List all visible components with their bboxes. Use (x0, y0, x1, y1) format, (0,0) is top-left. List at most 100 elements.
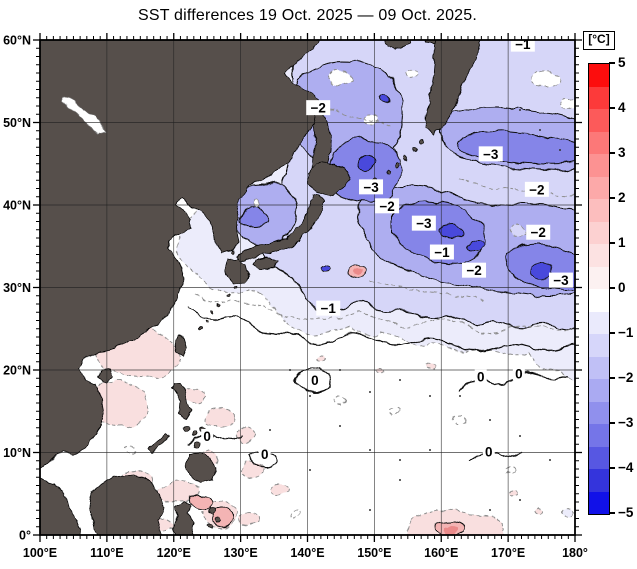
contour-label: −2 (466, 263, 481, 278)
chart-title: SST differences 19 Oct. 2025 — 09 Oct. 2… (137, 7, 478, 24)
palawan (148, 432, 171, 455)
kamchatka (425, 40, 482, 137)
lon-axis-label: 130°E (224, 546, 258, 560)
contour-label-box (375, 198, 400, 214)
colorbar-tick (609, 287, 615, 289)
borneo (89, 473, 165, 535)
visayas-island (183, 425, 189, 431)
halmahera-island (207, 523, 213, 529)
colorbar-segment (589, 424, 609, 447)
colorbar-segment (589, 109, 609, 132)
ryukyu-island (198, 326, 202, 330)
contour-label-box (512, 366, 525, 381)
colorbar-segment (589, 221, 609, 244)
lon-axis-label: 170°E (491, 546, 525, 560)
visayas-island (192, 431, 198, 437)
colorbar-tick-label: −1 (618, 325, 634, 340)
ryukyu-island (234, 286, 238, 290)
kuril-island (385, 170, 391, 176)
ryukyu-island (210, 310, 214, 314)
cooling-core-4 (530, 262, 554, 278)
colorbar-segment (589, 86, 609, 109)
contour-label: −2 (529, 182, 544, 197)
lat-axis-label: 30°N (3, 281, 31, 295)
contour-labels: −1−2−3−3−2−2−3−1−2−2−3−10 0 000 0 (201, 36, 573, 462)
colorbar-tick-label: 0 (618, 280, 626, 295)
contour-label-box (429, 244, 454, 260)
colorbar-segment (589, 199, 609, 222)
lon-axis-label: 150°E (357, 546, 391, 560)
lon-axis-label: 180° (562, 546, 588, 560)
shikoku (253, 257, 279, 270)
colorbar-tick (609, 152, 615, 154)
colorbar-segment (589, 311, 609, 334)
contour-label: −2 (531, 225, 546, 240)
colorbar-segment (589, 379, 609, 402)
lon-axis-label: 160°E (424, 546, 458, 560)
colorbar-tick-label: 2 (618, 190, 626, 205)
cooling-core-4 (440, 224, 464, 240)
contour-label: −3 (483, 147, 499, 162)
colorbar-tick-label: −3 (618, 415, 634, 430)
warming-speck (535, 506, 545, 514)
contour-label-box (474, 369, 487, 384)
colorbar-tick (609, 377, 615, 379)
colorbar-tick (609, 62, 615, 64)
lon-axis-label: 140°E (290, 546, 324, 560)
hainan (98, 368, 114, 383)
colorbar-segment (589, 154, 609, 177)
warming-core-inner (443, 525, 457, 533)
warming-speck (424, 362, 436, 370)
contour-label-box (316, 300, 341, 316)
kuril-island (394, 163, 400, 169)
contour-label: 0 (477, 370, 485, 385)
contour-label-box (526, 224, 551, 240)
cooling-speck (561, 509, 575, 519)
lon-axis-label: 110°E (90, 546, 124, 560)
contour-label: −1 (321, 301, 337, 316)
land-layer (40, 40, 482, 535)
lat-axis-label: 0° (19, 529, 31, 543)
colorbar-segment (589, 334, 609, 357)
colorbar-tick-label: −4 (618, 460, 634, 475)
colorbar-segment (589, 401, 609, 424)
halmahera-island (216, 516, 222, 522)
contour-label: 0 (311, 373, 319, 388)
malay-peninsula (40, 478, 82, 535)
contour-label: 0 (261, 447, 269, 462)
zero-contour-loop (292, 367, 333, 394)
colorbar-tick (609, 332, 615, 334)
ryukyu-island (204, 318, 208, 322)
lighter-patch (507, 225, 529, 239)
lat-axis-label: 60°N (3, 34, 31, 48)
contour-label: −3 (416, 216, 432, 231)
contour-label-box (462, 262, 487, 278)
warming-patch (205, 408, 235, 428)
colorbar-tick (609, 197, 615, 199)
warming-speck (315, 354, 325, 362)
contour-label-box (478, 146, 503, 162)
axis-labels: 100°E 110°E 120°E 130°E 140°E 150°E 160°E 170°E… (3, 34, 588, 561)
lon-axis-label: 120°E (157, 546, 191, 560)
colorbar-tick-label: 1 (618, 235, 626, 250)
neutral-patch (327, 70, 353, 86)
contour-label-box (548, 272, 573, 288)
contour-label: −2 (379, 199, 394, 214)
cooling-core-4 (379, 93, 391, 103)
colorbar-tick (609, 107, 615, 109)
contour-label-box (306, 100, 331, 116)
contour-label: 0 (203, 429, 211, 444)
colorbar-tick-label: −5 (618, 505, 634, 520)
contour-label-box (524, 181, 549, 197)
kuril-island (419, 139, 425, 145)
contour-label: −1 (434, 245, 450, 260)
colorbar-unit-label: [°C] (583, 31, 615, 50)
neutral-patch (558, 97, 575, 111)
contour-label-box (308, 372, 321, 387)
colorbar-segment (589, 356, 609, 379)
colorbar-segment (589, 64, 609, 87)
colorbar-tick (609, 512, 615, 514)
axis-ticks (33, 33, 582, 542)
lat-axis-label: 20°N (3, 364, 31, 378)
